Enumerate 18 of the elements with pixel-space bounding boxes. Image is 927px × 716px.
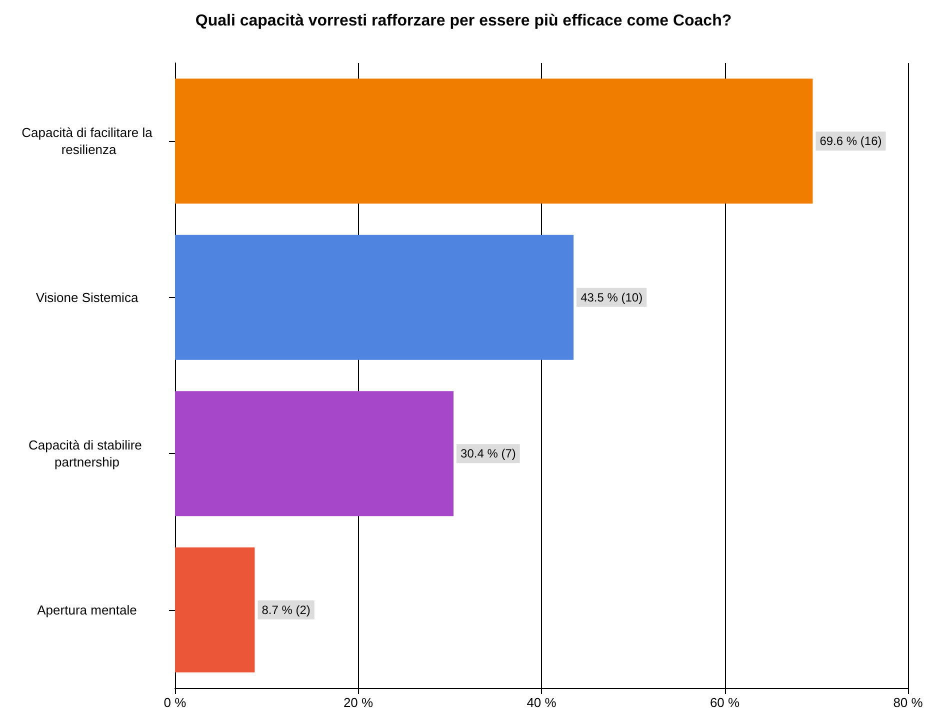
bar — [175, 547, 255, 672]
data-label: 8.7 % (2) — [262, 602, 310, 617]
x-tick-label: 60 % — [710, 695, 740, 710]
bar — [175, 391, 454, 516]
x-tick-label: 0 % — [164, 695, 187, 710]
data-label: 43.5 % (10) — [580, 290, 643, 304]
y-tick-label: Apertura mentale — [37, 602, 137, 618]
y-tick-label: Visione Sistemica — [36, 290, 139, 305]
chart-title: Quali capacità vorresti rafforzare per essere più efficace come Coach? — [195, 12, 732, 30]
data-label: 69.6 % (16) — [820, 134, 882, 148]
bar — [175, 234, 574, 360]
y-tick-label: Capacità di facilitare la resilienza — [22, 125, 154, 158]
data-label: 30.4 % (7) — [460, 446, 516, 461]
y-tick-label: Capacità di stabilire partnership — [28, 438, 146, 470]
x-tick-label: 80 % — [893, 695, 924, 710]
x-tick-label: 40 % — [526, 695, 557, 710]
x-tick-label: 20 % — [343, 695, 374, 710]
bar — [175, 78, 813, 204]
